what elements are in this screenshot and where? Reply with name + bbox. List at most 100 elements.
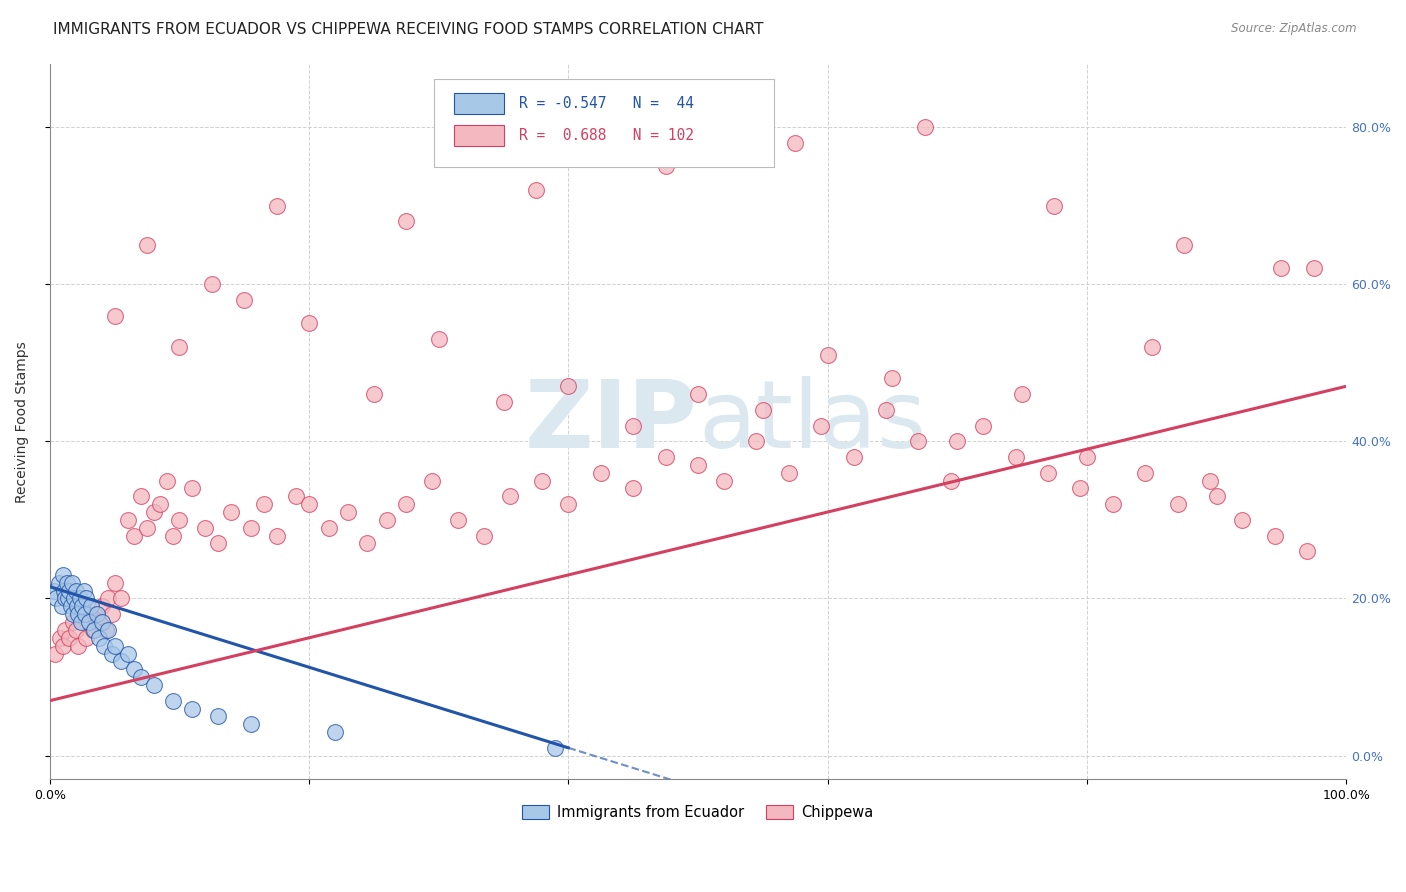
Point [207,536,229,550]
Point [97,623,120,637]
Point [524,183,547,197]
Point [557,497,579,511]
Point [90,599,112,614]
Point [778,466,800,480]
Point [136,237,159,252]
Point [323,725,346,739]
Text: atlas: atlas [697,376,927,467]
Point [55,591,77,606]
Point [472,528,495,542]
Point [1205,489,1227,503]
Point [239,521,262,535]
Point [104,575,127,590]
Point [75,631,97,645]
Point [557,379,579,393]
Point [499,489,522,503]
Point [842,450,865,464]
Point [70,607,93,622]
Point [1270,261,1292,276]
Point [207,709,229,723]
Point [427,332,450,346]
Point [83,623,105,637]
Point [162,528,184,542]
Point [447,513,470,527]
Point [914,120,936,134]
Point [907,434,929,449]
Point [375,513,398,527]
Point [58,631,80,645]
Point [60,575,83,590]
Point [44,647,66,661]
Legend: Immigrants from Ecuador, Chippewa: Immigrants from Ecuador, Chippewa [516,799,879,826]
Point [544,740,567,755]
Point [129,489,152,503]
Point [298,497,321,511]
Point [363,387,385,401]
Point [65,623,87,637]
Text: IMMIGRANTS FROM ECUADOR VS CHIPPEWA RECEIVING FOOD STAMPS CORRELATION CHART: IMMIGRANTS FROM ECUADOR VS CHIPPEWA RECE… [53,22,763,37]
Point [194,521,217,535]
Point [69,591,91,606]
Point [58,583,80,598]
Point [62,607,84,622]
Point [686,387,709,401]
Point [84,607,107,622]
Y-axis label: Receiving Food Stamps: Receiving Food Stamps [15,341,30,502]
Point [87,631,110,645]
Point [70,615,93,629]
Point [1011,387,1033,401]
Point [149,497,172,511]
Point [1296,544,1319,558]
Point [129,670,152,684]
Text: ZIP: ZIP [524,376,697,467]
Point [1101,497,1123,511]
Point [73,607,96,622]
Point [810,418,832,433]
Point [817,348,839,362]
Point [77,615,100,629]
Point [946,434,969,449]
Point [67,607,90,622]
Point [55,575,77,590]
Point [395,214,418,228]
Point [745,434,768,449]
Point [181,701,204,715]
Point [52,639,75,653]
Point [142,678,165,692]
Point [1076,450,1098,464]
Point [233,293,256,307]
Point [875,402,897,417]
Point [1069,482,1091,496]
Point [93,639,115,653]
Point [101,647,124,661]
Point [45,591,67,606]
Point [318,521,340,535]
Point [110,654,132,668]
Point [117,647,139,661]
Point [589,466,612,480]
Point [53,583,76,598]
Point [87,615,110,629]
Point [75,591,97,606]
Point [110,591,132,606]
FancyBboxPatch shape [433,79,775,167]
Point [56,591,79,606]
Point [65,583,87,598]
Point [1232,513,1254,527]
Point [94,623,117,637]
Point [621,418,644,433]
Point [531,474,554,488]
Point [420,474,443,488]
Point [104,309,127,323]
Point [752,402,775,417]
Point [253,497,276,511]
Point [90,615,112,629]
Point [42,583,65,598]
Text: Source: ZipAtlas.com: Source: ZipAtlas.com [1232,22,1357,36]
Point [55,623,77,637]
Point [82,623,104,637]
Point [1199,474,1222,488]
Point [66,599,89,614]
Point [336,505,359,519]
Point [492,395,515,409]
